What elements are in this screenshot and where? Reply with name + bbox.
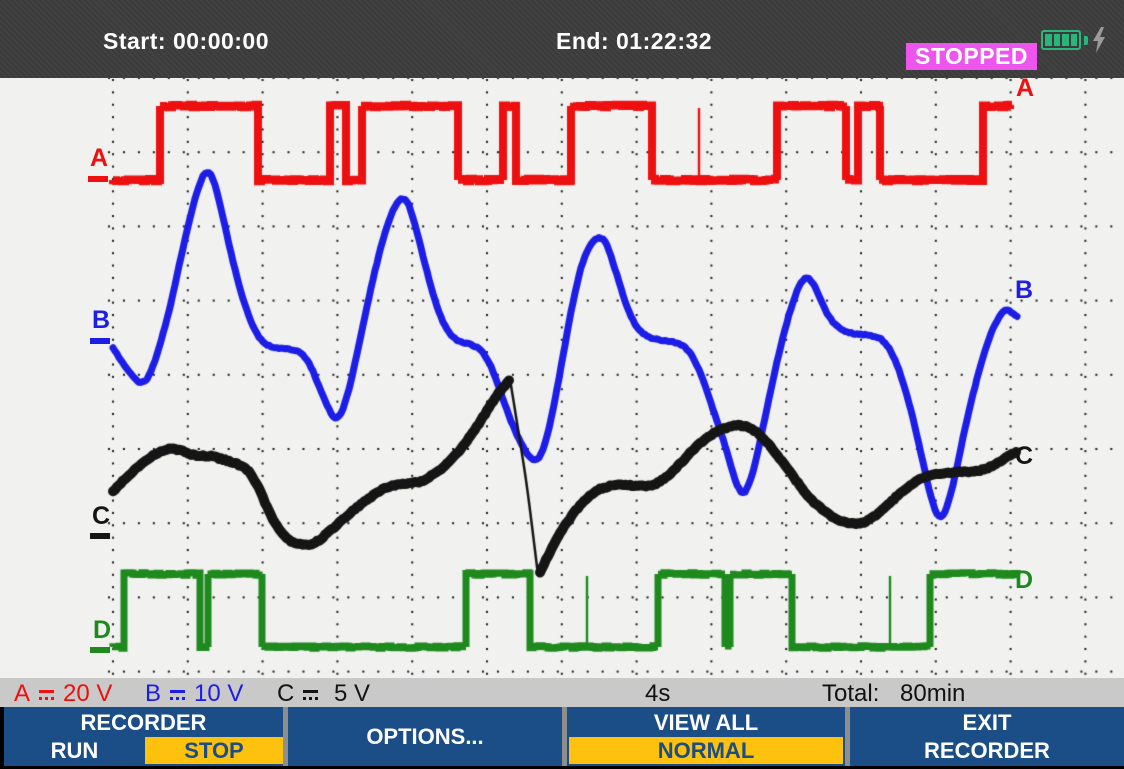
view-mode-button[interactable]: VIEW ALL NORMAL [567,707,845,766]
total-time-value: 80min [900,680,966,707]
channel-a-left-label: A [90,144,109,172]
channel-c-reading-letter: C [277,680,295,707]
status-badge: STOPPED [906,43,1037,70]
recorder-button-title: RECORDER [80,710,207,735]
exit-label-line1: EXIT [962,710,1012,735]
channel-b-reading-letter: B [145,680,162,707]
view-all-title: VIEW ALL [653,710,759,735]
channel-a-ground-marker [88,176,108,182]
stop-option-selected[interactable]: STOP [145,737,283,764]
run-option[interactable]: RUN [50,738,99,763]
channel-b-reading-value: 10 V [194,680,244,707]
top-status-bar: Start: 00:00:00 End: 01:22:32 STOPPED [0,0,1124,78]
channel-a-right-label: A [1016,74,1035,102]
channel-b-ground-marker [90,338,110,344]
normal-option-selected[interactable]: NORMAL [569,737,843,764]
channel-b-right-label: B [1015,276,1034,304]
end-time-label: End: 01:22:32 [556,28,713,54]
channel-a-reading-value: 20 V [63,680,113,707]
timebase-value: 4s [645,680,671,707]
channel-a-reading: A 20 V [14,680,112,708]
softkey-menu-row: RECORDER RUN STOP OPTIONS... VIEW ALL NO… [4,707,1124,766]
measurement-status-bar: A 20 V B 10 V C 5 V 4s Total: 80min [0,678,1124,707]
options-button[interactable]: OPTIONS... [288,707,562,766]
options-button-label: OPTIONS... [366,723,484,749]
battery-icon [1041,30,1081,50]
recorder-run-stop-button[interactable]: RECORDER RUN STOP [4,707,283,766]
start-time-label: Start: 00:00:00 [103,28,270,54]
battery-cap-icon [1084,36,1088,45]
channel-d-right-label: D [1015,566,1034,594]
channel-c-right-label: C [1015,442,1034,470]
dc-coupling-icon [302,689,319,703]
waveform-display [0,78,1124,678]
dc-coupling-icon [38,689,55,703]
total-time-label: Total: [822,680,880,707]
channel-d-ground-marker [90,647,110,653]
charging-bolt-icon [1093,27,1105,53]
exit-recorder-button[interactable]: EXIT RECORDER [850,707,1124,766]
channel-b-reading: B 10 V [145,680,243,708]
exit-label-line2: RECORDER [924,738,1050,763]
channel-c-ground-marker [90,533,110,539]
channel-d-left-label: D [93,616,112,644]
channel-c-left-label: C [92,502,111,530]
dc-coupling-icon [169,689,186,703]
channel-c-reading: C 5 V [277,680,370,708]
channel-a-reading-letter: A [14,680,31,707]
softkey-menu: RECORDER RUN STOP OPTIONS... VIEW ALL NO… [0,707,1124,769]
channel-b-left-label: B [92,306,111,334]
channel-c-reading-value: 5 V [327,680,371,707]
